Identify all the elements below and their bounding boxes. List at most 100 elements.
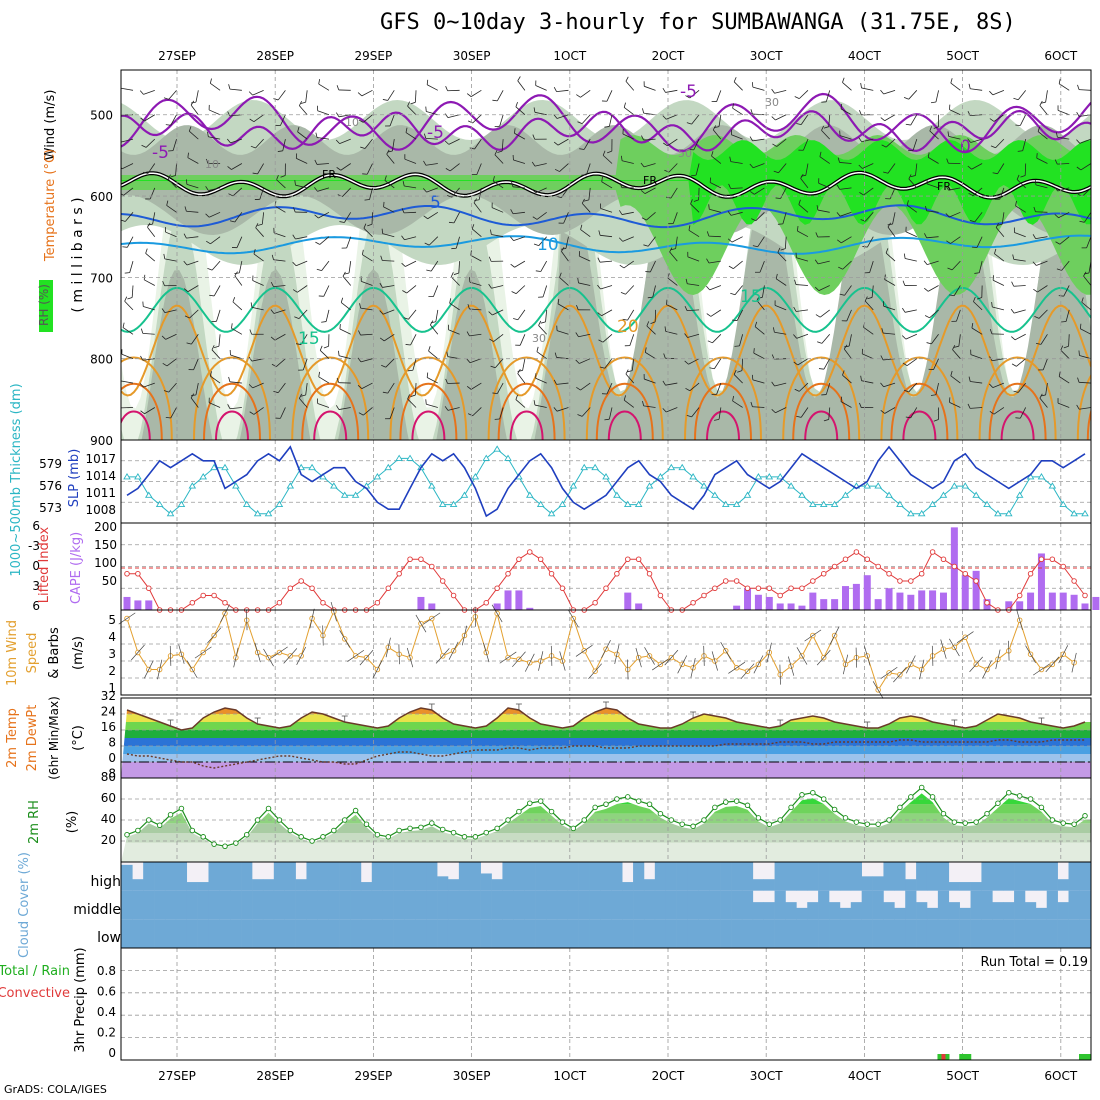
cloud-cell (502, 919, 514, 948)
wind-barb-flag (950, 370, 953, 376)
wind-barb (718, 407, 722, 420)
cloud-cell (295, 879, 307, 891)
rh-marker (625, 794, 631, 800)
contour-label: 30 (532, 332, 546, 345)
wind-barb-flag (814, 259, 819, 265)
wind-barb (627, 309, 635, 321)
wind-barb-flag (207, 131, 209, 137)
wind-barb-flag (771, 409, 776, 414)
wind-barb (733, 374, 743, 384)
cloud-cell (948, 919, 960, 948)
thickness-tick: 573 (39, 501, 62, 515)
wind-barb (621, 160, 634, 164)
cloud-cell (796, 919, 808, 948)
wind-barb (455, 236, 460, 249)
cape-tick: 50 (102, 574, 117, 588)
wind-barb (709, 208, 721, 213)
wind-barb-flag (270, 281, 274, 287)
wind-barb (318, 83, 330, 91)
cloud-cell (676, 890, 688, 920)
rh-tick: 40 (101, 812, 116, 826)
cloud-cell (959, 882, 971, 891)
wind-barb (404, 185, 417, 189)
contour-label: 0 (960, 137, 971, 157)
wind-barb (929, 309, 939, 319)
wind-barb (908, 90, 918, 100)
wind-barb-flag (902, 362, 908, 367)
wind-barb (319, 236, 330, 245)
cloud-cell (687, 890, 699, 920)
wind-barb (805, 163, 809, 176)
warm-loop-2 (902, 410, 937, 440)
wind-barb-flag (553, 379, 557, 385)
wind-barb (231, 327, 243, 335)
wind-barb (884, 407, 896, 414)
thickness-marker (340, 491, 349, 498)
wind-barb-flag (1077, 84, 1080, 90)
wind-barb (406, 285, 417, 294)
thickness-marker (199, 473, 207, 480)
wind-barb (430, 260, 439, 272)
wind-barb (414, 90, 417, 103)
wind-barb-flag (815, 314, 821, 318)
wind-barb (666, 304, 678, 311)
wind-barb (208, 136, 221, 140)
cloud-cell (262, 919, 275, 948)
cloud-cell (872, 890, 884, 920)
cape-bar (972, 570, 980, 610)
wind-barb (253, 407, 264, 415)
rh-marker (951, 819, 958, 825)
wind-barb (953, 285, 961, 296)
wind-barb (342, 187, 352, 197)
wind-barb-flag (946, 240, 951, 244)
wind-barb (839, 135, 852, 140)
wind-barb (1013, 258, 1026, 262)
wind-barb (387, 382, 395, 394)
wind-barb (622, 236, 634, 242)
wind-barb (493, 333, 504, 342)
cloud-cell (829, 862, 841, 891)
rh-marker (940, 810, 947, 817)
cloud-cell (186, 919, 198, 948)
thickness-marker (155, 500, 164, 508)
wind-barb-flag (250, 302, 253, 308)
wind-barb-flag (1010, 308, 1015, 314)
cloud-cell (633, 919, 645, 948)
ylabel-barbs: & Barbs (47, 627, 62, 679)
wind-barb-flag (618, 210, 623, 215)
cloud-cell (905, 890, 917, 920)
wind-tick: 1 (108, 681, 116, 695)
lifted-index-marker (723, 578, 729, 584)
wind-barb-flag (905, 416, 911, 419)
rh-marker (374, 831, 381, 838)
cloud-cell (121, 890, 133, 920)
wind-barb-flag (124, 296, 128, 302)
lifted-index-marker (135, 571, 141, 577)
wind-barb-flag (597, 257, 601, 263)
wind-barb-flag (428, 346, 431, 352)
wind-barb (840, 211, 852, 217)
thickness-marker (297, 463, 305, 471)
wind-barb (470, 382, 482, 390)
wind-barb (426, 377, 439, 384)
wind-barb-flag (513, 318, 519, 321)
thickness-marker (134, 473, 142, 480)
wind-barb-flag (466, 331, 470, 337)
rh-marker (233, 840, 239, 846)
cloud-cell (861, 919, 873, 948)
wind-barb-flag (819, 151, 822, 157)
wind-barb-flag (315, 132, 318, 138)
wind-barb (950, 82, 961, 91)
wind-barb-flag (127, 297, 133, 300)
wind-barb (165, 231, 177, 238)
thickness-marker (819, 500, 828, 508)
rh-band (121, 833, 1091, 843)
wind-barb (976, 236, 983, 248)
warm-loop-2 (804, 410, 839, 440)
wind-barb-flag (990, 145, 996, 149)
rh-marker (820, 796, 827, 802)
cloud-cell (480, 873, 492, 891)
wind-barb (776, 278, 787, 286)
cape-tick: 150 (94, 538, 117, 552)
wind-barb (230, 354, 242, 360)
